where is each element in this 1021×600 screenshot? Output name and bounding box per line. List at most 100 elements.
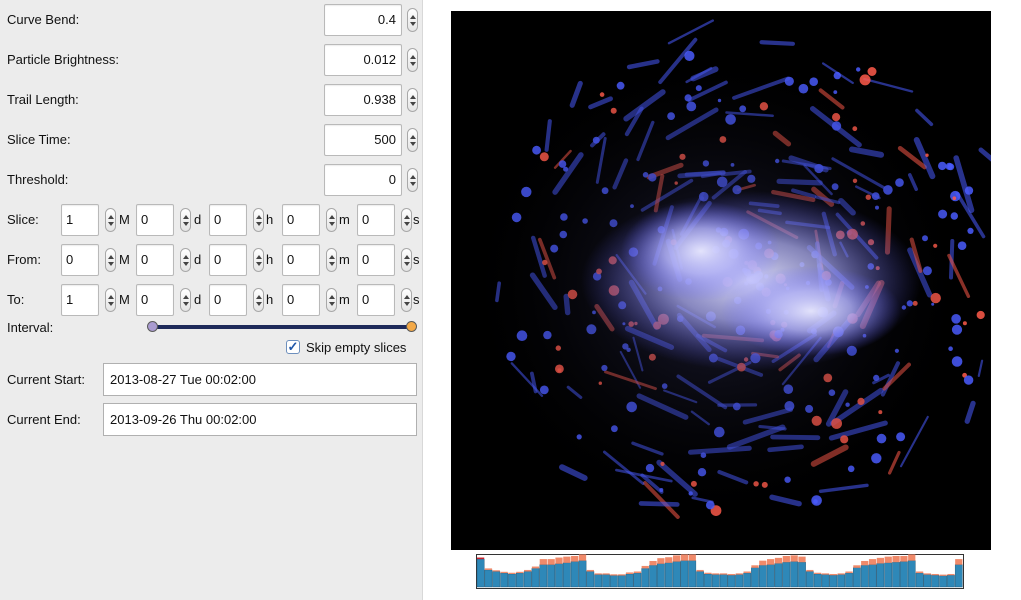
slice-months-field[interactable]: 1 — [61, 204, 99, 236]
histogram-bar-top — [735, 573, 743, 575]
histogram-bar — [547, 564, 555, 588]
to-days-spinner[interactable] — [180, 288, 191, 312]
to-days-field[interactable]: 0 — [136, 284, 174, 316]
to-months-field[interactable]: 1 — [61, 284, 99, 316]
trail-length-field[interactable]: 0.938 — [324, 84, 402, 116]
histogram-bar — [727, 575, 736, 588]
histogram-bar — [915, 572, 924, 588]
histogram-bar-top — [814, 572, 822, 574]
threshold-field[interactable]: 0 — [324, 164, 402, 196]
slice-hours-spinner[interactable] — [253, 208, 264, 232]
from-days-field[interactable]: 0 — [136, 244, 174, 276]
to-hours-spinner[interactable] — [253, 288, 264, 312]
to-minutes-field[interactable]: 0 — [282, 284, 320, 316]
from-months-spinner[interactable] — [105, 248, 116, 272]
interval-slider-track[interactable] — [152, 325, 411, 329]
histogram-bar-top — [602, 573, 610, 575]
slice-months-spinner[interactable] — [105, 208, 116, 232]
slice-days-spinner[interactable] — [180, 208, 191, 232]
histogram-bar — [610, 575, 618, 588]
current-start-field[interactable]: 2013-08-27 Tue 00:02:00 — [103, 363, 417, 396]
histogram-bar-top — [908, 554, 916, 561]
to-hours-field[interactable]: 0 — [209, 284, 247, 316]
checkmark-icon: ✓ — [287, 339, 299, 354]
to-minutes-unit: m — [339, 292, 350, 307]
particle-visualization[interactable] — [451, 11, 1021, 550]
histogram-bar-top — [782, 556, 790, 563]
from-hours-field[interactable]: 0 — [209, 244, 247, 276]
from-minutes-field[interactable]: 0 — [282, 244, 320, 276]
trail-length-label: Trail Length: — [7, 92, 79, 107]
slice-seconds-field[interactable]: 0 — [357, 204, 395, 236]
histogram-bar-top — [594, 573, 602, 575]
from-minutes-spinner[interactable] — [326, 248, 337, 272]
slice-seconds-unit: s — [413, 212, 420, 227]
histogram-bar-top — [939, 574, 947, 576]
from-seconds-spinner[interactable] — [401, 248, 412, 272]
slice-time-field[interactable]: 500 — [324, 124, 402, 156]
particle-brightness-label: Particle Brightness: — [7, 52, 119, 67]
slice-minutes-spinner[interactable] — [326, 208, 337, 232]
interval-low-handle[interactable] — [146, 321, 158, 332]
histogram-bar-top — [688, 554, 696, 561]
particle-trail — [953, 155, 975, 213]
curve-bend-spinner[interactable] — [407, 8, 418, 32]
from-label: From: — [7, 252, 41, 267]
to-hours-unit: h — [266, 292, 274, 307]
histogram-bar — [515, 572, 524, 588]
histogram-bar-top — [704, 572, 712, 574]
particle — [963, 375, 974, 385]
timeline-histogram[interactable] — [476, 554, 964, 589]
histogram-bar-top — [492, 570, 500, 572]
current-end-field[interactable]: 2013-09-26 Thu 00:02:00 — [103, 403, 417, 436]
histogram-bar-top — [743, 571, 751, 574]
histogram-bar — [782, 561, 791, 588]
curve-bend-field[interactable]: 0.4 — [324, 4, 402, 36]
histogram-bar — [500, 572, 508, 588]
from-days-spinner[interactable] — [180, 248, 191, 272]
histogram-bar — [696, 571, 704, 588]
histogram-bar — [829, 575, 838, 588]
histogram-bar — [664, 562, 673, 588]
particle — [964, 186, 974, 195]
to-months-spinner[interactable] — [105, 288, 116, 312]
histogram-bar-top — [524, 569, 532, 572]
histogram-bar-top — [821, 573, 830, 575]
particle-trail — [955, 191, 986, 239]
slice-time-spinner[interactable] — [407, 128, 418, 152]
slice-hours-field[interactable]: 0 — [209, 204, 247, 236]
slice-days-field[interactable]: 0 — [136, 204, 174, 236]
from-seconds-field[interactable]: 0 — [357, 244, 395, 276]
particle-brightness-spinner[interactable] — [407, 48, 418, 72]
histogram-bar — [790, 561, 798, 588]
histogram-bar-top — [767, 559, 775, 565]
from-months-field[interactable]: 0 — [61, 244, 99, 276]
to-seconds-field[interactable]: 0 — [357, 284, 395, 316]
histogram-bar-top — [947, 573, 955, 576]
to-seconds-spinner[interactable] — [401, 288, 412, 312]
histogram-bar — [484, 569, 493, 588]
slice-minutes-unit: m — [339, 212, 350, 227]
slice-seconds-spinner[interactable] — [401, 208, 412, 232]
to-minutes-spinner[interactable] — [326, 288, 337, 312]
histogram-bar — [766, 564, 775, 588]
histogram-bar-top — [547, 559, 555, 565]
particle-trail — [964, 400, 976, 424]
histogram-bar-top — [477, 557, 485, 560]
histogram-bar-top — [876, 557, 885, 564]
particle-brightness-field[interactable]: 0.012 — [324, 44, 402, 76]
particle-trail — [978, 147, 1021, 188]
histogram-bar — [617, 575, 626, 588]
particle — [856, 67, 861, 72]
particle-trail — [667, 19, 714, 45]
slice-minutes-field[interactable]: 0 — [282, 204, 320, 236]
trail-length-spinner[interactable] — [407, 88, 418, 112]
skip-empty-checkbox[interactable]: ✓ — [286, 340, 300, 354]
interval-high-handle[interactable] — [405, 321, 417, 332]
histogram-bar — [711, 574, 720, 588]
from-hours-spinner[interactable] — [253, 248, 264, 272]
threshold-spinner[interactable] — [407, 168, 418, 192]
particle — [945, 162, 953, 170]
histogram-bar-top — [900, 556, 908, 562]
histogram-bar — [649, 565, 657, 588]
